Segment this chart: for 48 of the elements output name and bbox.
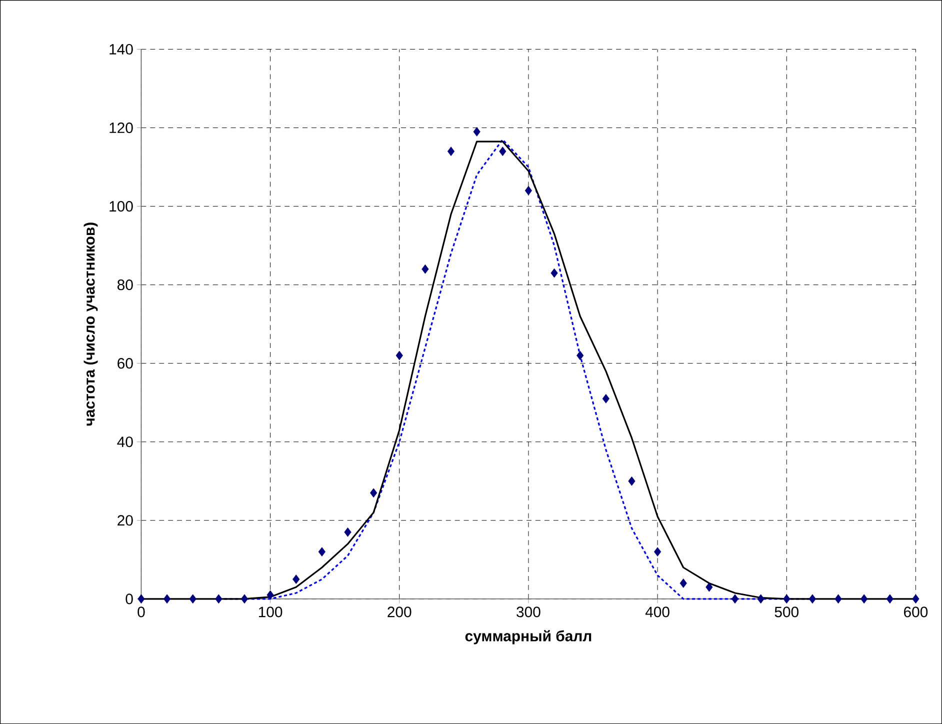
- x-tick-label: 500: [774, 606, 798, 618]
- y-axis-title: частота (число участников): [84, 222, 98, 426]
- point: [396, 350, 403, 360]
- y-tick-label: 40: [117, 436, 133, 448]
- point: [524, 186, 532, 196]
- point: [808, 594, 816, 604]
- point: [886, 594, 894, 604]
- point: [706, 582, 713, 592]
- x-tick-label: 300: [516, 606, 540, 618]
- point: [266, 590, 274, 600]
- point: [215, 594, 222, 604]
- point: [731, 594, 739, 604]
- y-tick-label: 0: [126, 594, 133, 604]
- point: [628, 476, 636, 486]
- point: [680, 578, 687, 588]
- point: [189, 594, 196, 604]
- x-tick-label: 100: [258, 606, 282, 618]
- point: [834, 594, 842, 604]
- y-tick-label: 60: [118, 358, 133, 369]
- x-axis-title: суммарный балл: [465, 630, 592, 644]
- x-tick-label: 200: [388, 606, 412, 618]
- point: [318, 547, 326, 556]
- point: [138, 594, 145, 604]
- point: [447, 146, 455, 156]
- point: [602, 394, 610, 404]
- y-tick-label: 100: [110, 200, 133, 212]
- point: [240, 594, 248, 604]
- point: [550, 268, 558, 278]
- point: [576, 350, 584, 360]
- y-tick-label: 120: [110, 122, 133, 133]
- x-tick-label: 600: [904, 606, 928, 618]
- point: [783, 594, 790, 604]
- y-tick-label: 140: [110, 44, 133, 54]
- x-tick-label: 0: [138, 606, 145, 618]
- point: [473, 126, 480, 136]
- point: [163, 594, 171, 604]
- point: [344, 527, 352, 537]
- x-tick-label: 400: [645, 606, 670, 618]
- point: [422, 264, 429, 274]
- point: [912, 594, 920, 604]
- point: [757, 594, 764, 604]
- y-tick-label: 20: [118, 515, 133, 526]
- point: [654, 547, 662, 556]
- point: [499, 146, 506, 156]
- point: [292, 574, 300, 584]
- point: [860, 594, 868, 604]
- y-tick-label: 80: [117, 279, 133, 290]
- point: [370, 488, 378, 498]
